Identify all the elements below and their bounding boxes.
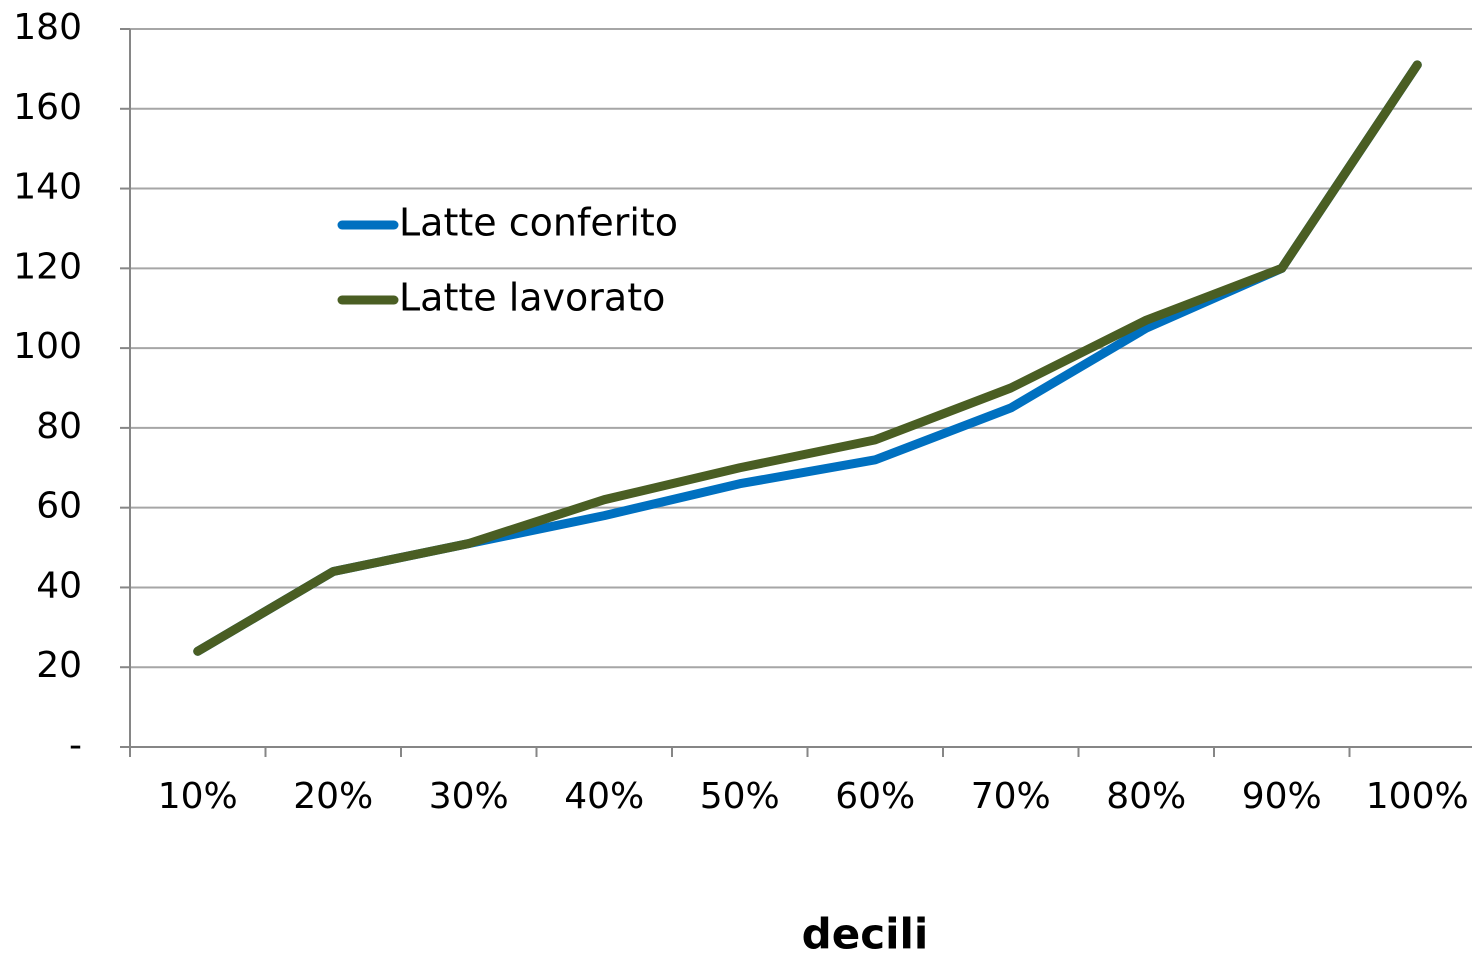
y-tick-label: 140: [13, 167, 82, 208]
x-tick-label: 50%: [700, 776, 780, 817]
x-axis-title: decili: [802, 910, 929, 958]
y-tick-label: 100: [13, 326, 82, 367]
x-tick-label: 70%: [971, 776, 1051, 817]
legend-label: Latte lavorato: [399, 276, 665, 320]
x-tick-label: 60%: [835, 776, 915, 817]
y-tick-label: -: [69, 725, 82, 766]
y-tick-label: 60: [36, 486, 82, 527]
y-tick-label: 180: [13, 7, 82, 48]
y-tick-label: 160: [13, 87, 82, 128]
series-line: [193, 60, 1422, 656]
x-tick-label: 80%: [1106, 776, 1186, 817]
x-tick-label: 90%: [1242, 776, 1322, 817]
x-tick-label: 20%: [293, 776, 373, 817]
x-tick-label: 40%: [564, 776, 644, 817]
x-tick-label: 100%: [1366, 776, 1469, 817]
y-tick-label: 120: [13, 246, 82, 287]
x-tick-label: 10%: [158, 776, 238, 817]
y-tick-label: 80: [36, 406, 82, 447]
y-tick-label: 40: [36, 565, 82, 606]
x-tick-label: 30%: [429, 776, 509, 817]
legend-label: Latte conferito: [399, 201, 678, 245]
y-tick-label: 20: [36, 645, 82, 686]
